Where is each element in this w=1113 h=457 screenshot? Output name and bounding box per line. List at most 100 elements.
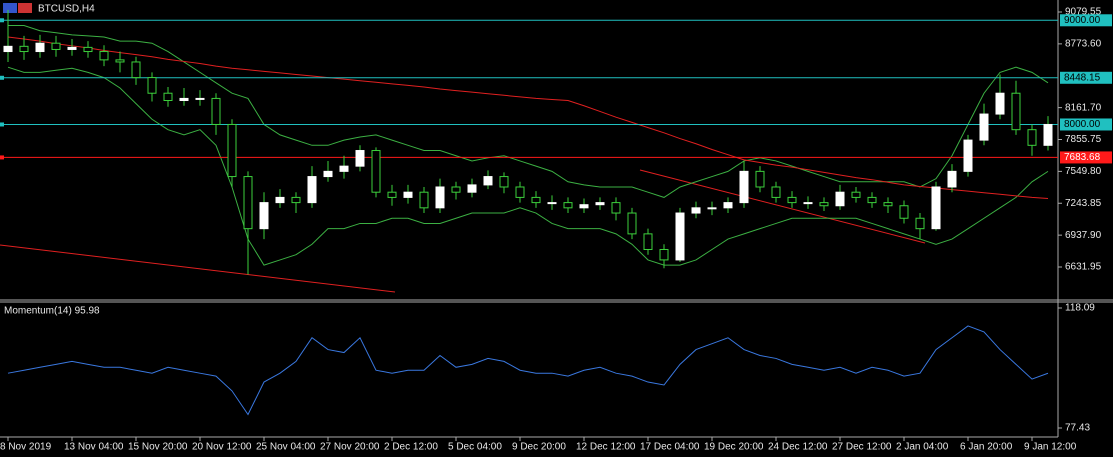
candle-body xyxy=(355,150,365,167)
candle-body xyxy=(99,51,109,61)
candle-body xyxy=(163,92,173,102)
candle-body xyxy=(643,233,653,250)
candle-body xyxy=(819,202,829,207)
candle-body xyxy=(547,202,557,205)
level-marker xyxy=(0,155,4,160)
y-tick-label: 7549.80 xyxy=(1065,166,1102,177)
candle-body xyxy=(371,150,381,193)
candle-body xyxy=(83,46,93,53)
candle-body xyxy=(307,176,317,204)
candle-body xyxy=(35,42,45,53)
candle-body xyxy=(275,196,285,204)
candle-body xyxy=(339,165,349,172)
candle-body xyxy=(147,77,157,94)
candle-body xyxy=(179,97,189,102)
candle-body xyxy=(259,202,269,230)
candle-body xyxy=(963,139,973,172)
y-tick-label: 6631.95 xyxy=(1065,262,1102,273)
candle-body xyxy=(867,196,877,204)
level-label-box xyxy=(1060,151,1112,164)
y-tick-label: 77.43 xyxy=(1065,423,1090,434)
x-tick-label: 12 Dec 12:00 xyxy=(576,442,636,453)
candle-body xyxy=(691,207,701,214)
candle-body xyxy=(1011,92,1021,131)
x-tick-label: 27 Nov 20:00 xyxy=(320,442,380,453)
candle-body xyxy=(675,212,685,261)
candle-body xyxy=(707,207,717,210)
candle-body xyxy=(51,42,61,50)
candle-body xyxy=(531,196,541,204)
candle-body xyxy=(931,186,941,230)
y-tick-label: 7855.75 xyxy=(1065,134,1102,145)
y-tick-label: 8161.70 xyxy=(1065,102,1102,113)
candle-body xyxy=(291,196,301,204)
y-tick-label: 118.09 xyxy=(1065,303,1095,314)
x-tick-label: 24 Dec 12:00 xyxy=(768,442,828,453)
x-tick-label: 19 Dec 20:00 xyxy=(704,442,764,453)
candle-body xyxy=(387,191,397,198)
x-tick-label: 27 Dec 12:00 xyxy=(832,442,892,453)
candle-body xyxy=(67,46,77,50)
x-tick-label: 15 Nov 20:00 xyxy=(128,442,188,453)
level-label: 8000.00 xyxy=(1064,119,1101,130)
candle-body xyxy=(947,170,957,188)
candle-body xyxy=(435,186,445,209)
candle-body xyxy=(467,184,477,193)
candle-body xyxy=(515,186,525,198)
y-tick-label: 9079.55 xyxy=(1065,7,1102,18)
candle-body xyxy=(723,202,733,209)
x-tick-label: 13 Nov 04:00 xyxy=(64,442,124,453)
indicator-line xyxy=(8,24,1049,198)
x-tick-label: 17 Dec 04:00 xyxy=(640,442,700,453)
x-tick-label: 9 Dec 20:00 xyxy=(512,442,566,453)
y-tick-label: 7243.85 xyxy=(1065,198,1102,209)
symbol-flag xyxy=(18,3,32,13)
x-tick-label: 25 Nov 04:00 xyxy=(256,442,316,453)
candle-body xyxy=(915,217,925,230)
level-label: 7683.68 xyxy=(1064,152,1101,163)
y-tick-label: 6937.90 xyxy=(1065,230,1102,241)
candle-body xyxy=(19,45,29,53)
candle-body xyxy=(323,170,333,178)
candle-body xyxy=(851,191,861,198)
trend-line xyxy=(639,169,926,244)
level-marker xyxy=(0,18,4,23)
candle-body xyxy=(131,61,141,79)
y-tick-label: 8773.60 xyxy=(1065,39,1102,50)
level-marker xyxy=(0,122,4,127)
symbol-flag xyxy=(3,3,17,13)
candle-body xyxy=(499,176,509,188)
candle-body xyxy=(899,205,909,219)
candle-body xyxy=(579,204,589,209)
indicator-line xyxy=(7,325,1049,416)
candle-body xyxy=(243,176,253,230)
candle-body xyxy=(1027,129,1037,146)
indicator-title: Momentum(14) 95.98 xyxy=(4,306,100,317)
candle-body xyxy=(3,45,13,53)
candle-body xyxy=(627,212,637,235)
candle-body xyxy=(1043,123,1053,146)
candle-body xyxy=(403,191,413,198)
candle-body xyxy=(115,59,125,63)
candle-body xyxy=(451,186,461,193)
level-label-box xyxy=(1060,71,1112,84)
candle-body xyxy=(883,202,893,207)
candle-body xyxy=(659,248,669,261)
level-label-box xyxy=(1060,118,1112,131)
candle-body xyxy=(803,202,813,205)
candle-body xyxy=(739,170,749,204)
level-label: 8448.15 xyxy=(1064,72,1101,83)
candle-body xyxy=(755,170,765,188)
candle-body xyxy=(979,113,989,141)
level-marker xyxy=(0,75,4,80)
candle-body xyxy=(595,202,605,206)
candle-body xyxy=(483,176,493,186)
chart-title: BTCUSD,H4 xyxy=(38,4,95,15)
candle-body xyxy=(787,196,797,204)
candle-body xyxy=(211,97,221,125)
x-tick-label: 8 Nov 2019 xyxy=(0,442,52,453)
level-label-box xyxy=(1060,14,1112,27)
